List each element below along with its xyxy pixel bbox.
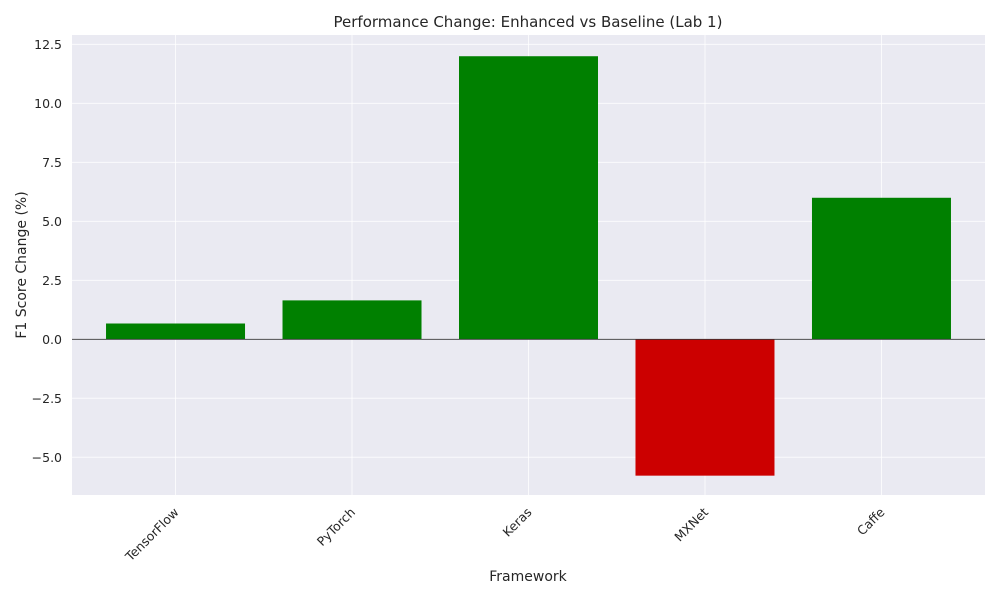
bar-tensorflow <box>106 323 246 340</box>
y-tick-label: 2.5 <box>42 273 62 288</box>
y-tick-label: 0.0 <box>42 332 62 347</box>
y-tick-label: 12.5 <box>34 37 62 52</box>
y-axis-label: F1 Score Change (%) <box>14 191 30 338</box>
y-tick-label: 10.0 <box>34 96 62 111</box>
x-tick-label-pytorch: PyTorch <box>314 505 358 549</box>
y-tick-labels: −5.0 −2.5 0.0 2.5 5.0 7.5 10.0 12.5 <box>32 37 62 465</box>
x-tick-labels: TensorFlow PyTorch Keras MXNet Caffe <box>122 504 888 564</box>
y-tick-label: 7.5 <box>42 155 62 170</box>
x-tick-label-tensorflow: TensorFlow <box>122 505 182 565</box>
bar-keras <box>459 56 598 340</box>
chart-title: Performance Change: Enhanced vs Baseline… <box>334 13 723 31</box>
x-tick-label-keras: Keras <box>500 505 535 540</box>
bar-caffe <box>811 197 951 340</box>
y-tick-label: −5.0 <box>32 450 62 465</box>
bar-mxnet <box>635 339 775 476</box>
bars <box>106 56 951 476</box>
x-tick-label-mxnet: MXNet <box>671 504 711 544</box>
bar-pytorch <box>282 300 422 340</box>
y-tick-label: −2.5 <box>32 391 62 406</box>
y-tick-label: 5.0 <box>42 214 62 229</box>
x-tick-label-caffe: Caffe <box>854 504 888 538</box>
x-axis-label: Framework <box>489 569 567 585</box>
